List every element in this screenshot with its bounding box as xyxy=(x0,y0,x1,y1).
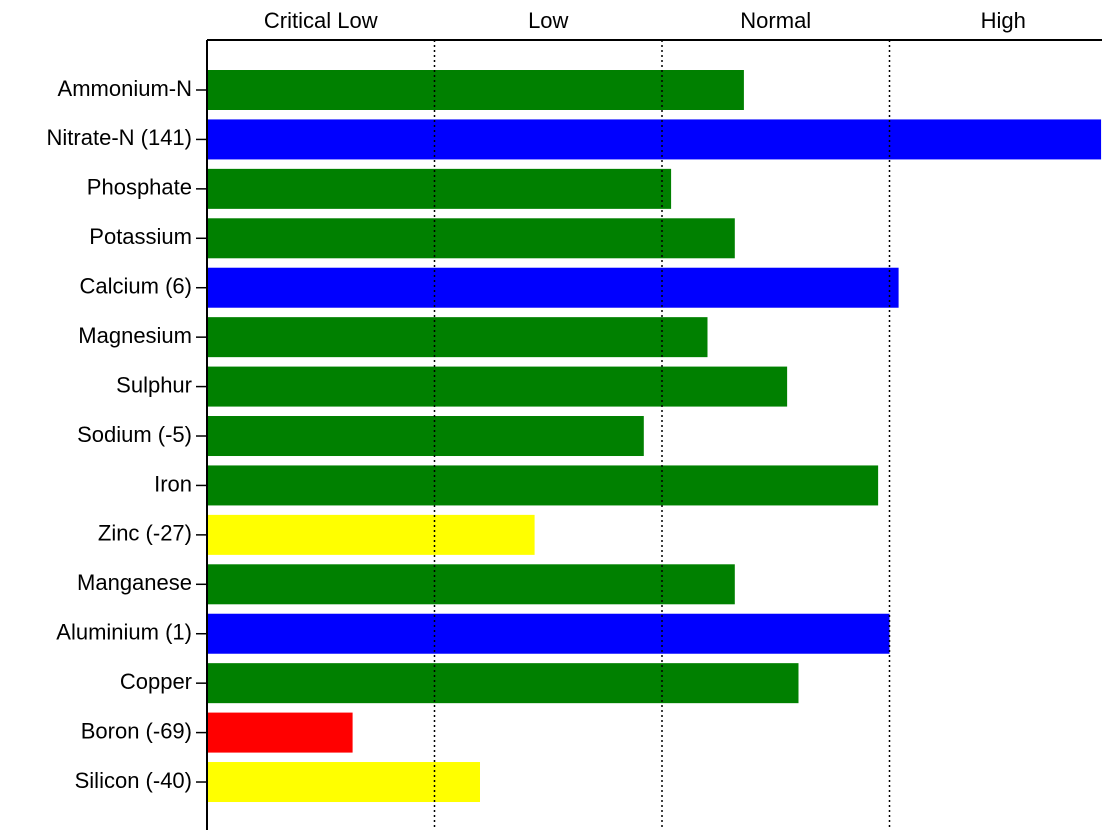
bar xyxy=(207,712,353,753)
y-tick-label: Magnesium xyxy=(78,323,192,348)
y-tick-label: Boron (-69) xyxy=(81,718,192,743)
y-tick-label: Potassium xyxy=(89,224,192,249)
bar xyxy=(207,168,672,209)
zone-label: Critical Low xyxy=(264,8,378,33)
zone-label: Normal xyxy=(740,8,811,33)
y-tick-label: Manganese xyxy=(77,570,192,595)
y-tick-label: Iron xyxy=(154,471,192,496)
zone-label: High xyxy=(981,8,1026,33)
y-tick-label: Nitrate-N (141) xyxy=(47,125,192,150)
bar xyxy=(207,663,799,704)
bar xyxy=(207,465,879,506)
y-tick-label: Aluminium (1) xyxy=(56,620,192,645)
y-tick-label: Sulphur xyxy=(116,372,192,397)
bar xyxy=(207,366,788,407)
y-tick-label: Silicon (-40) xyxy=(75,768,192,793)
bar xyxy=(207,119,1102,160)
bar xyxy=(207,218,735,259)
bar xyxy=(207,267,899,308)
y-tick-label: Ammonium-N xyxy=(58,76,192,101)
y-tick-label: Copper xyxy=(120,669,192,694)
y-tick-label: Sodium (-5) xyxy=(77,422,192,447)
y-tick-label: Phosphate xyxy=(87,175,192,200)
y-tick-label: Calcium (6) xyxy=(80,274,192,299)
bar xyxy=(207,70,744,110)
y-tick-label: Zinc (-27) xyxy=(98,521,192,546)
bar xyxy=(207,762,480,803)
bar xyxy=(207,613,890,654)
zone-label: Low xyxy=(528,8,568,33)
bar xyxy=(207,564,735,605)
bar xyxy=(207,317,708,358)
bar xyxy=(207,416,644,457)
bar xyxy=(207,514,535,555)
